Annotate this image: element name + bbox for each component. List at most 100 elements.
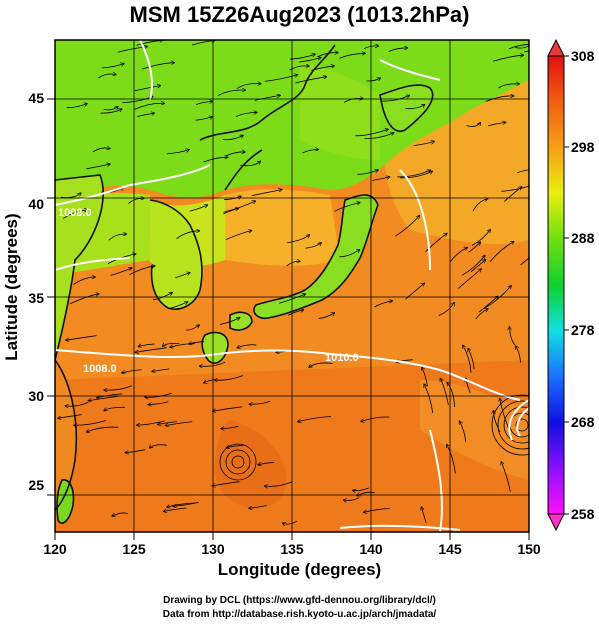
wind-streamline	[339, 53, 365, 59]
wind-streamline	[223, 209, 239, 215]
wind-streamline	[100, 109, 122, 114]
wind-streamline	[364, 133, 394, 139]
colorbar-tick-label: 258	[571, 506, 595, 522]
wind-streamline	[520, 257, 529, 266]
wind-streamline	[89, 395, 120, 401]
tick-marks	[47, 98, 530, 540]
cyclone-streamline	[503, 406, 529, 444]
wind-streamline	[468, 242, 481, 253]
wind-streamline	[134, 103, 165, 110]
wind-streamline	[203, 157, 228, 163]
wind-streamline	[339, 250, 359, 258]
wind-streamline	[510, 327, 516, 346]
wind-streamline	[153, 293, 172, 300]
x-tick-label: 130	[201, 541, 225, 557]
colorbar: 308 298 288 278 268 258	[547, 38, 595, 532]
wind-streamline	[447, 445, 456, 474]
cyclone-streamline	[515, 418, 529, 432]
wind-streamline	[212, 481, 240, 486]
colorbar-tick-label: 278	[571, 322, 595, 338]
wind-streamline	[69, 294, 99, 305]
wind-streamline	[516, 346, 521, 363]
x-tick-label: 140	[359, 541, 383, 557]
isobar-label-3: 1010.0	[325, 352, 359, 364]
colorbar-tick-label: 288	[571, 230, 595, 246]
wind-streamline	[65, 402, 89, 406]
wind-streamline	[237, 344, 257, 348]
wind-streamline	[279, 294, 305, 304]
wind-streamline	[167, 502, 196, 507]
wind-streamline	[302, 149, 319, 154]
colorbar-max-triangle	[547, 38, 565, 57]
x-tick-label: 125	[122, 541, 146, 557]
coastlines	[55, 44, 434, 524]
wind-streamline	[353, 487, 369, 491]
wind-streamline	[366, 78, 380, 82]
wind-streamline	[501, 185, 529, 192]
wind-streamline	[60, 193, 81, 199]
wind-streamline	[122, 369, 142, 373]
wind-streamline	[357, 170, 378, 175]
x-tick-label: 135	[280, 541, 304, 557]
wind-streamline	[471, 230, 490, 246]
wind-streamline	[472, 199, 487, 212]
y-tick-labels: 25 30 35 40 45	[28, 90, 44, 493]
wind-streamline	[165, 421, 193, 426]
wind-streamline	[508, 44, 529, 50]
wind-streamline	[475, 309, 488, 320]
wind-streamline	[447, 383, 455, 408]
x-tick-labels: 120 125 130 135 140 145 150	[43, 541, 541, 557]
wind-streamline	[290, 54, 315, 60]
wind-streamline	[440, 379, 449, 406]
wind-streamline	[500, 399, 510, 431]
wind-streamline	[163, 343, 180, 346]
wind-streamline	[150, 445, 167, 448]
wind-streamline	[223, 201, 256, 213]
wind-streamline	[92, 148, 110, 153]
wind-streamline	[344, 497, 360, 501]
wind-streamline	[311, 66, 334, 71]
wind-streamline	[485, 96, 514, 102]
x-axis-label: Longitude (degrees)	[217, 560, 382, 579]
wind-streamline	[299, 58, 320, 63]
wind-streamline	[468, 349, 475, 369]
y-tick-label: 40	[28, 196, 44, 212]
wind-streamline	[361, 416, 390, 421]
wind-streamline	[501, 462, 511, 492]
wind-streamline	[517, 170, 529, 173]
wind-streamline	[170, 343, 195, 348]
wind-streamline	[221, 425, 239, 429]
wind-streamline	[66, 104, 87, 109]
wind-streamline	[364, 46, 378, 50]
wind-streamline	[258, 461, 275, 464]
wind-streamline	[86, 164, 110, 170]
wind-streamline	[166, 150, 189, 155]
wind-streamline	[405, 105, 425, 110]
wind-streamline	[458, 269, 481, 289]
wind-streamline	[110, 268, 132, 276]
isobar-label-2: 1008.0	[83, 363, 117, 375]
colorbar-tick-label: 298	[571, 139, 595, 155]
credit-data-source: Data from http://database.rish.kyoto-u.a…	[162, 609, 437, 620]
wind-streamline	[152, 368, 170, 372]
colorbar-min-triangle	[547, 513, 565, 532]
wind-streamline	[173, 502, 199, 506]
wind-streamline	[139, 343, 155, 346]
wind-streamline	[104, 385, 132, 390]
wind-streamline	[87, 426, 119, 432]
y-tick-label: 35	[28, 290, 44, 306]
wind-streamline	[498, 84, 520, 89]
wind-streamline	[449, 248, 467, 263]
wind-streamline	[286, 261, 300, 267]
wind-streamline	[108, 234, 126, 241]
wind-streamline	[318, 313, 335, 319]
colorbar-tick-label: 268	[571, 414, 595, 430]
wind-streamline	[493, 55, 523, 62]
wind-streamline	[103, 107, 118, 110]
wind-streamline	[126, 449, 146, 453]
wind-streamline	[222, 135, 243, 141]
y-tick-label: 45	[28, 90, 44, 106]
x-tick-label: 145	[438, 541, 462, 557]
wind-streamline	[374, 301, 393, 308]
